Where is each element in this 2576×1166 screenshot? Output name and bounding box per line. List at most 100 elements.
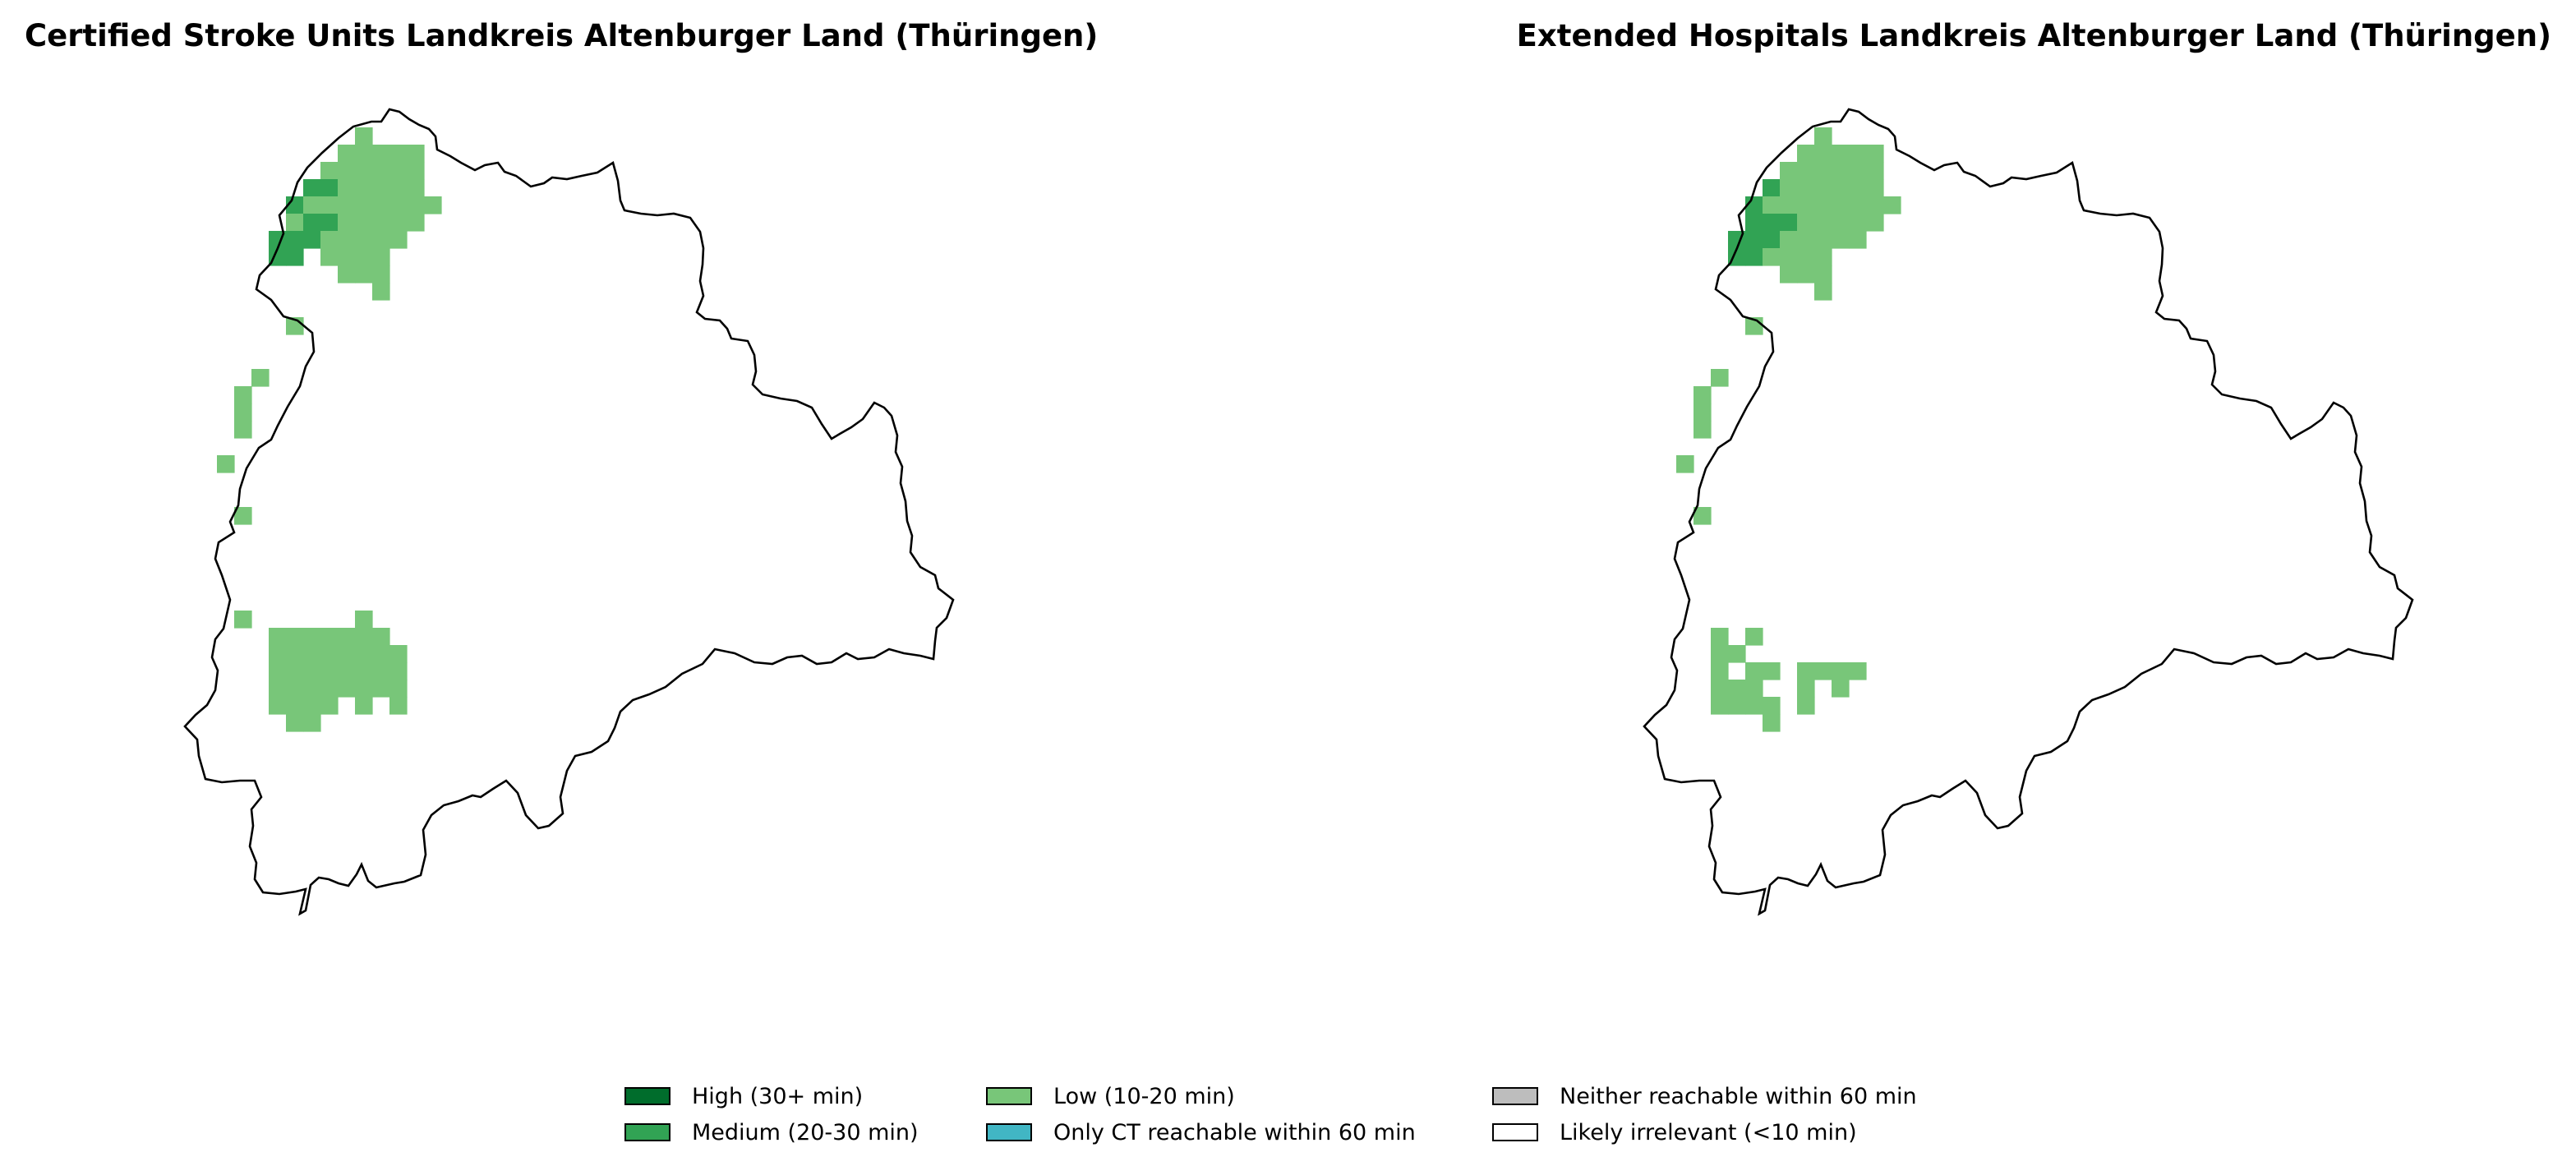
coverage-cell-low bbox=[389, 680, 408, 698]
coverage-cell-low bbox=[389, 145, 408, 163]
coverage-cell-low bbox=[234, 403, 252, 422]
coverage-cell-low bbox=[320, 645, 339, 663]
coverage-cell-low bbox=[355, 628, 373, 646]
coverage-cell-low bbox=[1797, 145, 1815, 163]
coverage-cell-low bbox=[1814, 145, 1832, 163]
coverage-cell-medium bbox=[303, 214, 321, 232]
coverage-cell-medium bbox=[1745, 231, 1763, 249]
coverage-cell-low bbox=[389, 179, 408, 197]
coverage-cell-low bbox=[286, 662, 304, 680]
coverage-cell-low bbox=[338, 196, 356, 214]
map-stroke-units bbox=[183, 108, 955, 915]
coverage-cell-low bbox=[1763, 662, 1781, 680]
legend-swatch-ct-only bbox=[986, 1123, 1032, 1141]
coverage-cell-low bbox=[251, 369, 270, 387]
coverage-cell-low bbox=[1728, 645, 1746, 663]
coverage-cell-low bbox=[389, 196, 408, 214]
coverage-cell-low bbox=[407, 214, 425, 232]
coverage-cell-low bbox=[372, 662, 390, 680]
coverage-cell-low bbox=[355, 645, 373, 663]
coverage-cell-low bbox=[303, 645, 321, 663]
coverage-cell-low bbox=[355, 662, 373, 680]
coverage-cell-medium bbox=[286, 248, 304, 266]
coverage-cell-low bbox=[303, 196, 321, 214]
coverage-cell-low bbox=[217, 455, 235, 473]
coverage-cell-low bbox=[338, 248, 356, 266]
coverage-cell-low bbox=[1814, 662, 1832, 680]
coverage-cell-low bbox=[355, 127, 373, 145]
coverage-cell-low bbox=[1883, 196, 1901, 214]
coverage-cell-low bbox=[407, 145, 425, 163]
coverage-cell-low bbox=[1745, 697, 1763, 715]
coverage-cell-low bbox=[338, 662, 356, 680]
coverage-cell-low bbox=[355, 179, 373, 197]
coverage-cell-low bbox=[269, 680, 287, 698]
coverage-cell-low bbox=[1797, 214, 1815, 232]
coverage-cell-medium bbox=[1745, 214, 1763, 232]
coverage-cell-low bbox=[286, 714, 304, 732]
coverage-cell-low bbox=[372, 680, 390, 698]
legend-item-neither: Neither reachable within 60 min bbox=[1492, 1081, 1917, 1111]
coverage-cell-low bbox=[1797, 162, 1815, 180]
coverage-cell-low bbox=[1728, 697, 1746, 715]
coverage-cell-low bbox=[1832, 162, 1850, 180]
coverage-cell-low bbox=[1694, 403, 1712, 422]
coverage-cell-low bbox=[1780, 248, 1798, 266]
coverage-cell-low bbox=[338, 265, 356, 283]
coverage-cell-low bbox=[1832, 179, 1850, 197]
coverage-cell-low bbox=[1745, 680, 1763, 698]
coverage-cell-low bbox=[1780, 265, 1798, 283]
coverage-cell-low bbox=[1763, 196, 1781, 214]
coverage-cell-low bbox=[372, 265, 390, 283]
coverage-cell-medium bbox=[320, 214, 339, 232]
coverage-cell-low bbox=[1849, 231, 1867, 249]
coverage-cell-low bbox=[1694, 507, 1712, 525]
coverage-cell-low bbox=[286, 680, 304, 698]
coverage-cell-low bbox=[1797, 248, 1815, 266]
coverage-cell-low bbox=[320, 662, 339, 680]
coverage-cell-medium bbox=[269, 248, 287, 266]
coverage-cell-low bbox=[1694, 421, 1712, 439]
coverage-cell-low bbox=[286, 214, 304, 232]
panel-title-extended-hospitals: Extended Hospitals Landkreis Altenburger… bbox=[1516, 18, 2551, 53]
coverage-cell-low bbox=[372, 179, 390, 197]
legend-item-medium: Medium (20-30 min) bbox=[624, 1118, 919, 1147]
coverage-cell-low bbox=[338, 214, 356, 232]
coverage-cell-low bbox=[1728, 680, 1746, 698]
coverage-cell-low bbox=[355, 611, 373, 629]
coverage-cell-low bbox=[1832, 231, 1850, 249]
coverage-cell-low bbox=[320, 231, 339, 249]
coverage-cell-low bbox=[389, 214, 408, 232]
coverage-cell-low bbox=[372, 145, 390, 163]
legend-swatch-high bbox=[624, 1087, 670, 1105]
coverage-cell-low bbox=[1814, 179, 1832, 197]
coverage-cell-low bbox=[1711, 662, 1729, 680]
coverage-cell-low bbox=[1780, 231, 1798, 249]
coverage-cell-low bbox=[1676, 455, 1694, 473]
coverage-cell-low bbox=[1780, 196, 1798, 214]
coverage-cell-low bbox=[1711, 369, 1729, 387]
legend-label-low: Low (10-20 min) bbox=[1053, 1083, 1235, 1109]
legend-label-neither: Neither reachable within 60 min bbox=[1560, 1083, 1917, 1109]
coverage-cell-low bbox=[1763, 714, 1781, 732]
coverage-cell-medium bbox=[1745, 248, 1763, 266]
coverage-cell-low bbox=[1745, 662, 1763, 680]
coverage-cell-low bbox=[407, 179, 425, 197]
legend-item-low: Low (10-20 min) bbox=[986, 1081, 1235, 1111]
coverage-cell-low bbox=[286, 697, 304, 715]
coverage-cell-medium bbox=[1763, 214, 1781, 232]
coverage-cell-low bbox=[1780, 162, 1798, 180]
legend: High (30+ min) Medium (20-30 min) Low (1… bbox=[624, 1081, 1980, 1155]
coverage-cell-low bbox=[355, 265, 373, 283]
coverage-cell-low bbox=[389, 697, 408, 715]
coverage-cell-low bbox=[320, 628, 339, 646]
coverage-cell-low bbox=[286, 628, 304, 646]
coverage-cell-low bbox=[407, 162, 425, 180]
coverage-cell-low bbox=[1780, 179, 1798, 197]
coverage-cell-low bbox=[1797, 196, 1815, 214]
coverage-cell-low bbox=[1814, 214, 1832, 232]
coverage-cell-medium bbox=[303, 231, 321, 249]
coverage-cell-low bbox=[320, 196, 339, 214]
coverage-cell-low bbox=[1745, 628, 1763, 646]
